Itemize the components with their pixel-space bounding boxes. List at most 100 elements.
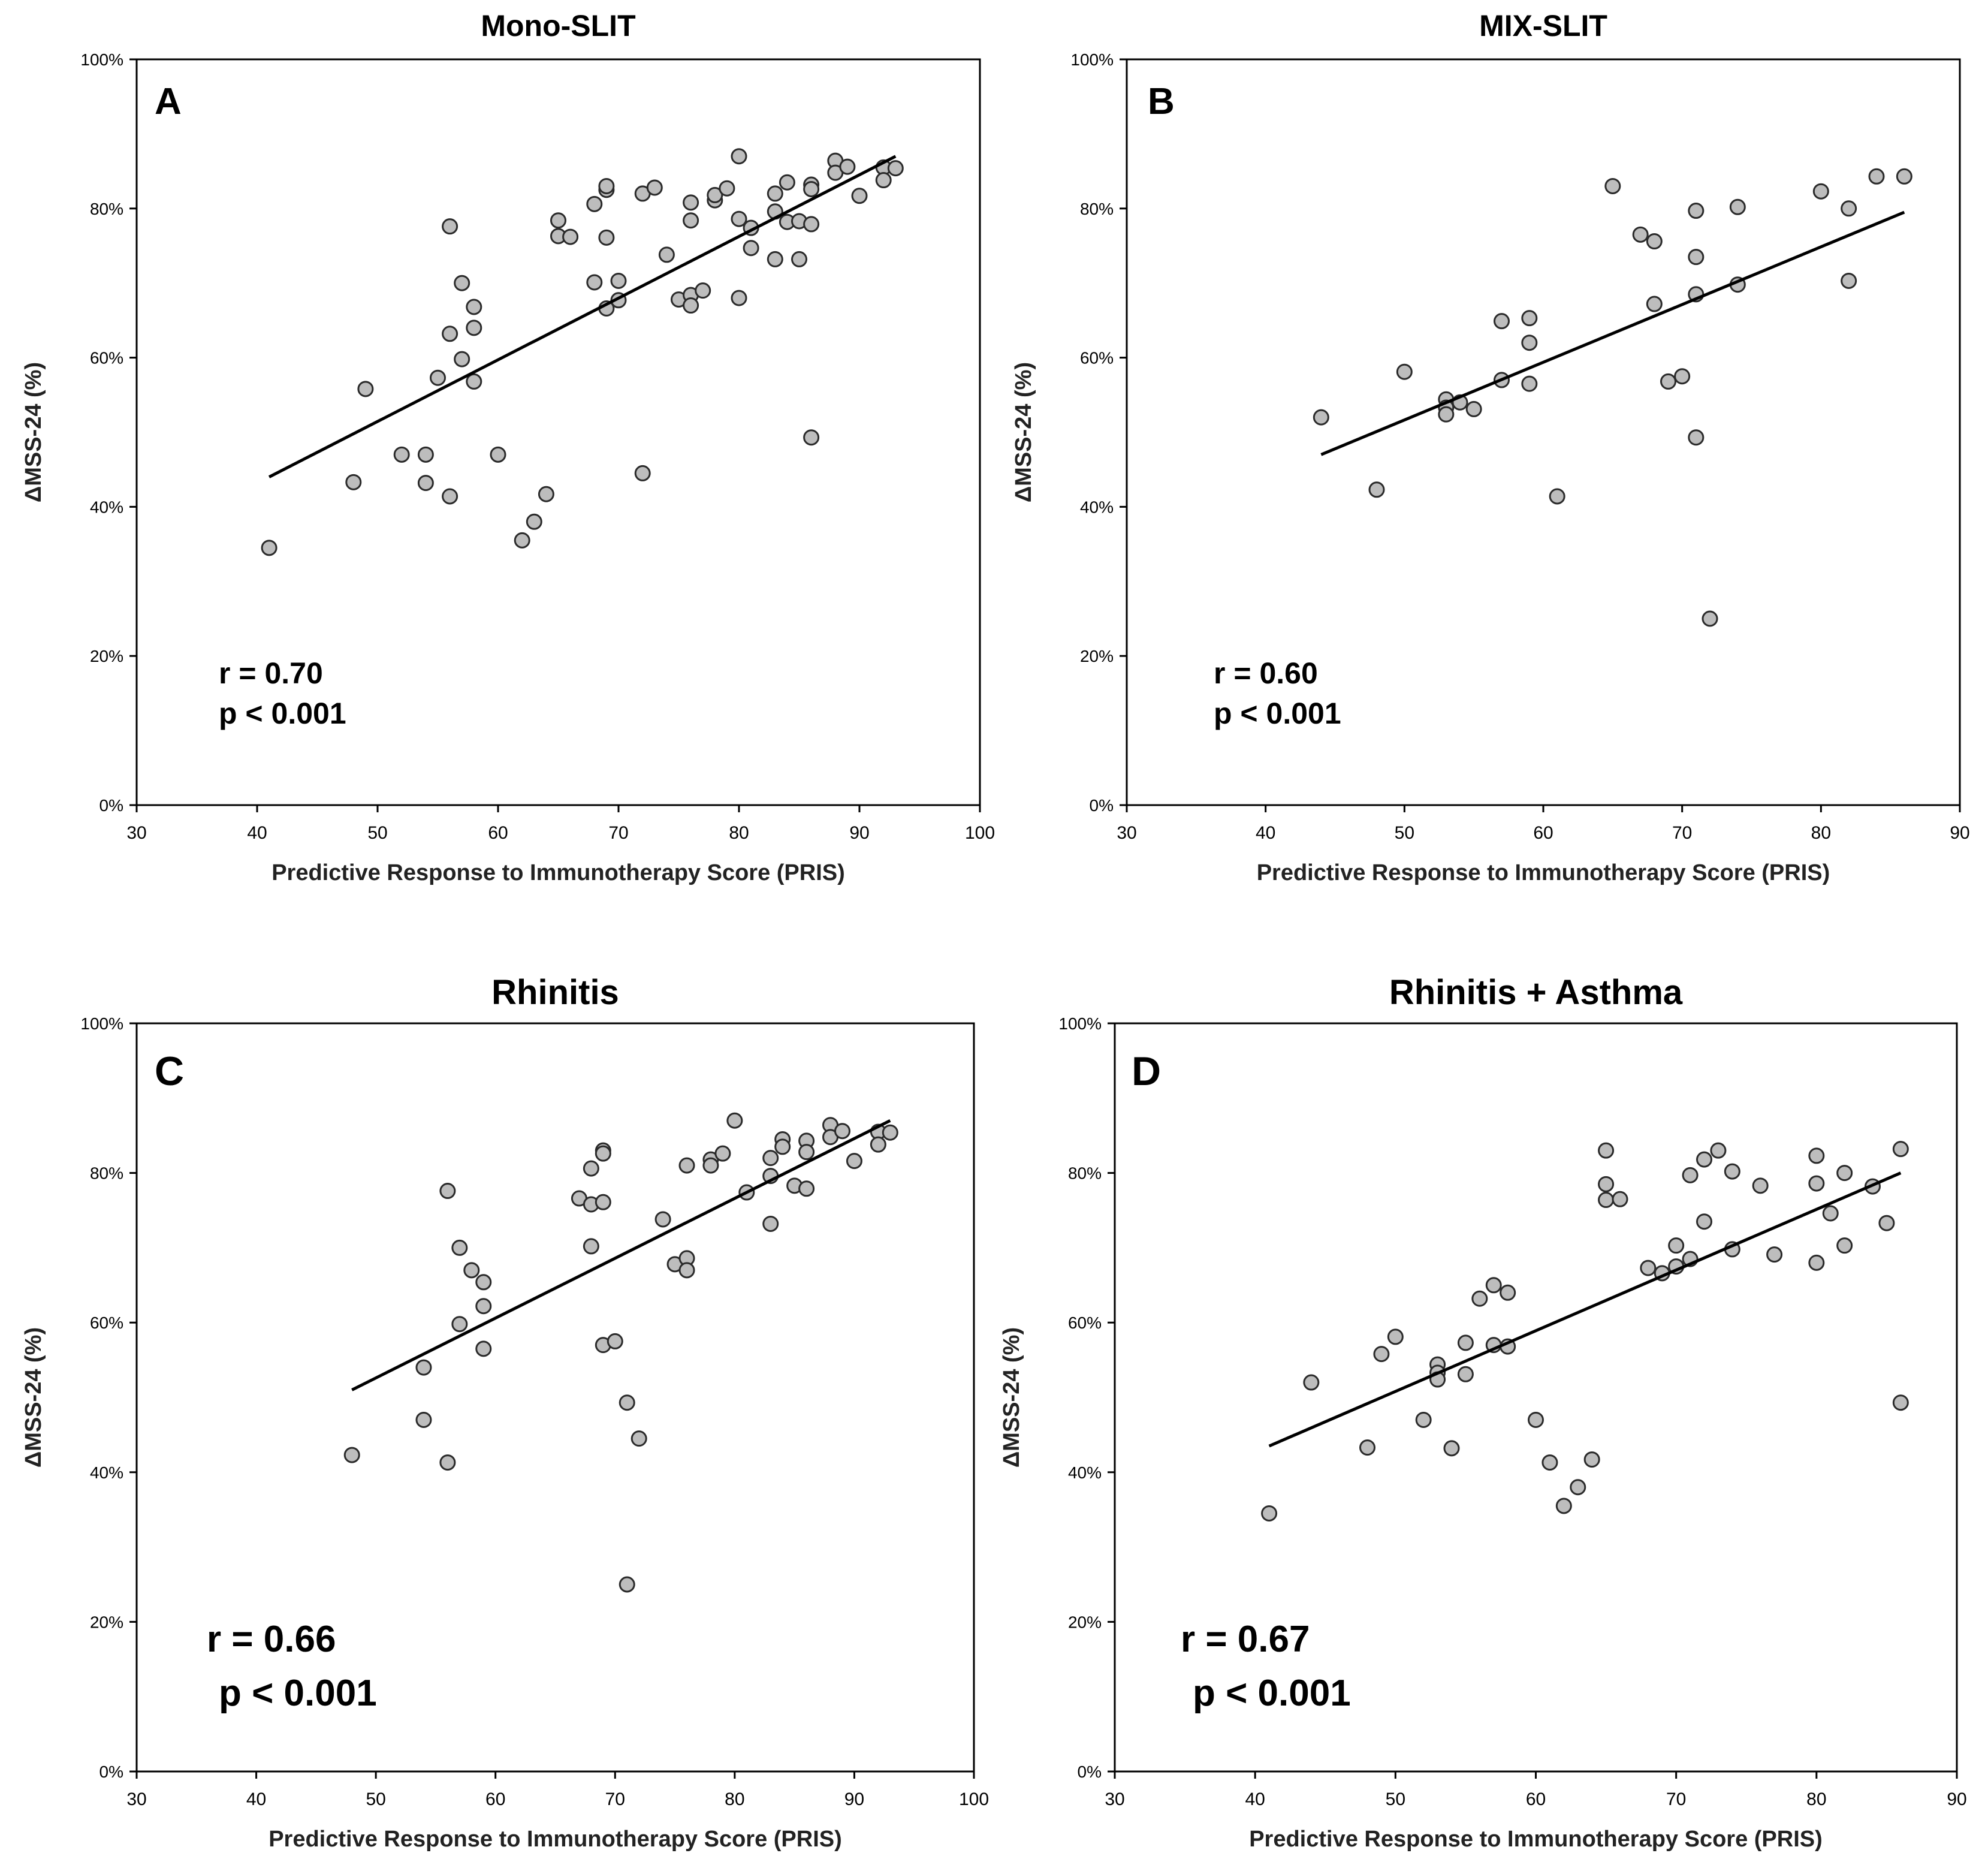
data-point-d [1570,1479,1586,1496]
y-tick-label-c: 0% [99,1762,123,1781]
trend-line-c [351,1119,891,1391]
data-point-a [683,297,699,314]
data-point-d [1555,1498,1572,1514]
y-tick-label-a: 40% [90,498,123,516]
data-point-d [1359,1439,1375,1456]
data-point-a [767,185,783,202]
data-point-a [417,446,434,463]
y-tick-label-a: 100% [80,50,123,69]
plot-frame-c [135,1022,975,1773]
data-point-c [726,1112,743,1129]
data-point-a [261,540,277,556]
y-tick-label-a: 0% [99,796,123,815]
y-tick-label-c: 80% [90,1164,123,1183]
data-point-c [631,1430,647,1447]
data-point-d [1640,1260,1657,1276]
x-tick-label-a: 60 [488,823,508,843]
x-tick-label-a: 30 [126,823,146,843]
data-point-b [1604,177,1621,194]
x-tick-label-c: 70 [605,1789,625,1809]
data-point-d [1528,1411,1544,1428]
stat-r-d: r = 0.67 [1181,1619,1310,1660]
data-point-c [798,1180,815,1197]
data-point-d [1668,1237,1685,1254]
stat-p-c: p < 0.001 [219,1673,377,1714]
data-point-b [1549,488,1565,505]
data-point-d [1892,1141,1909,1158]
stat-r-a: r = 0.70 [219,656,323,690]
data-point-c [439,1454,456,1471]
x-axis-label-d: Predictive Response to Immunotherapy Sco… [1249,1827,1823,1852]
y-tick-label-c: 100% [80,1014,123,1033]
data-point-b [1646,233,1663,250]
data-point-c [451,1316,468,1333]
panel-letter-a: A [155,81,182,122]
data-point-a [345,474,362,490]
panel-b: MIX-SLIT B 0% 20% 40% 60% 80% 100% 30 40 50 60 70 80 9… [1011,9,1970,885]
data-point-b [1438,406,1455,423]
data-point-a [707,186,723,203]
data-point-c [463,1262,480,1279]
data-point-a [586,195,603,212]
data-point-a [562,228,579,245]
chart-title-c: Rhinitis [491,973,619,1012]
x-tick-label-c: 50 [366,1789,385,1809]
data-point-c [798,1144,815,1161]
data-point-c [451,1239,468,1256]
data-point-a [442,488,458,505]
x-tick-label-c: 80 [725,1789,744,1809]
stat-p-b: p < 0.001 [1214,697,1341,730]
data-point-b [1688,249,1705,266]
data-point-d [1541,1454,1558,1471]
data-point-d [1822,1205,1839,1222]
y-tick-label-c: 40% [90,1463,123,1482]
data-point-a [767,251,783,267]
data-point-c [343,1447,360,1463]
data-point-a [598,229,615,246]
y-tick-label-b: 60% [1080,349,1114,367]
data-point-a [454,275,470,291]
x-tick-label-c: 30 [126,1789,146,1809]
x-tick-label-a: 100 [965,823,995,843]
data-point-a [839,158,856,175]
data-point-a [731,210,747,227]
data-point-a [550,212,566,229]
data-point-c [846,1153,862,1170]
data-point-c [702,1157,719,1174]
data-point-a [803,180,820,197]
x-tick-label-b: 50 [1395,823,1414,843]
data-point-b [1494,313,1510,330]
data-point-a [731,148,747,165]
x-tick-label-b: 40 [1256,823,1275,843]
data-point-a [683,194,699,211]
data-point-b [1521,375,1538,392]
data-point-d [1808,1147,1825,1164]
y-axis-label-b: ΔMSS-24 (%) [1011,362,1036,502]
x-tick-label-d: 50 [1386,1789,1405,1809]
data-point-a [695,282,711,299]
y-tick-label-a: 20% [90,647,123,665]
data-point-c [439,1183,456,1200]
data-point-a [430,369,446,386]
data-point-a [586,274,603,291]
data-point-c [595,1194,611,1210]
x-tick-label-d: 30 [1105,1789,1124,1809]
data-point-b [1646,296,1663,312]
x-tick-label-b: 30 [1117,823,1136,843]
data-point-c [774,1138,791,1155]
data-point-a [514,532,530,549]
data-point-b [1521,335,1538,351]
data-point-a [466,299,482,315]
data-point-a [875,172,892,189]
data-point-d [1696,1151,1712,1168]
data-point-d [1836,1237,1853,1254]
data-point-a [454,351,470,367]
data-point-d [1303,1374,1320,1391]
data-point-c [415,1359,432,1376]
data-point-a [683,212,699,229]
data-point-b [1841,200,1857,217]
data-point-b [1632,226,1649,243]
data-point-d [1752,1177,1769,1194]
x-axis-label-b: Predictive Response to Immunotherapy Sco… [1257,860,1830,885]
data-point-d [1892,1394,1909,1411]
